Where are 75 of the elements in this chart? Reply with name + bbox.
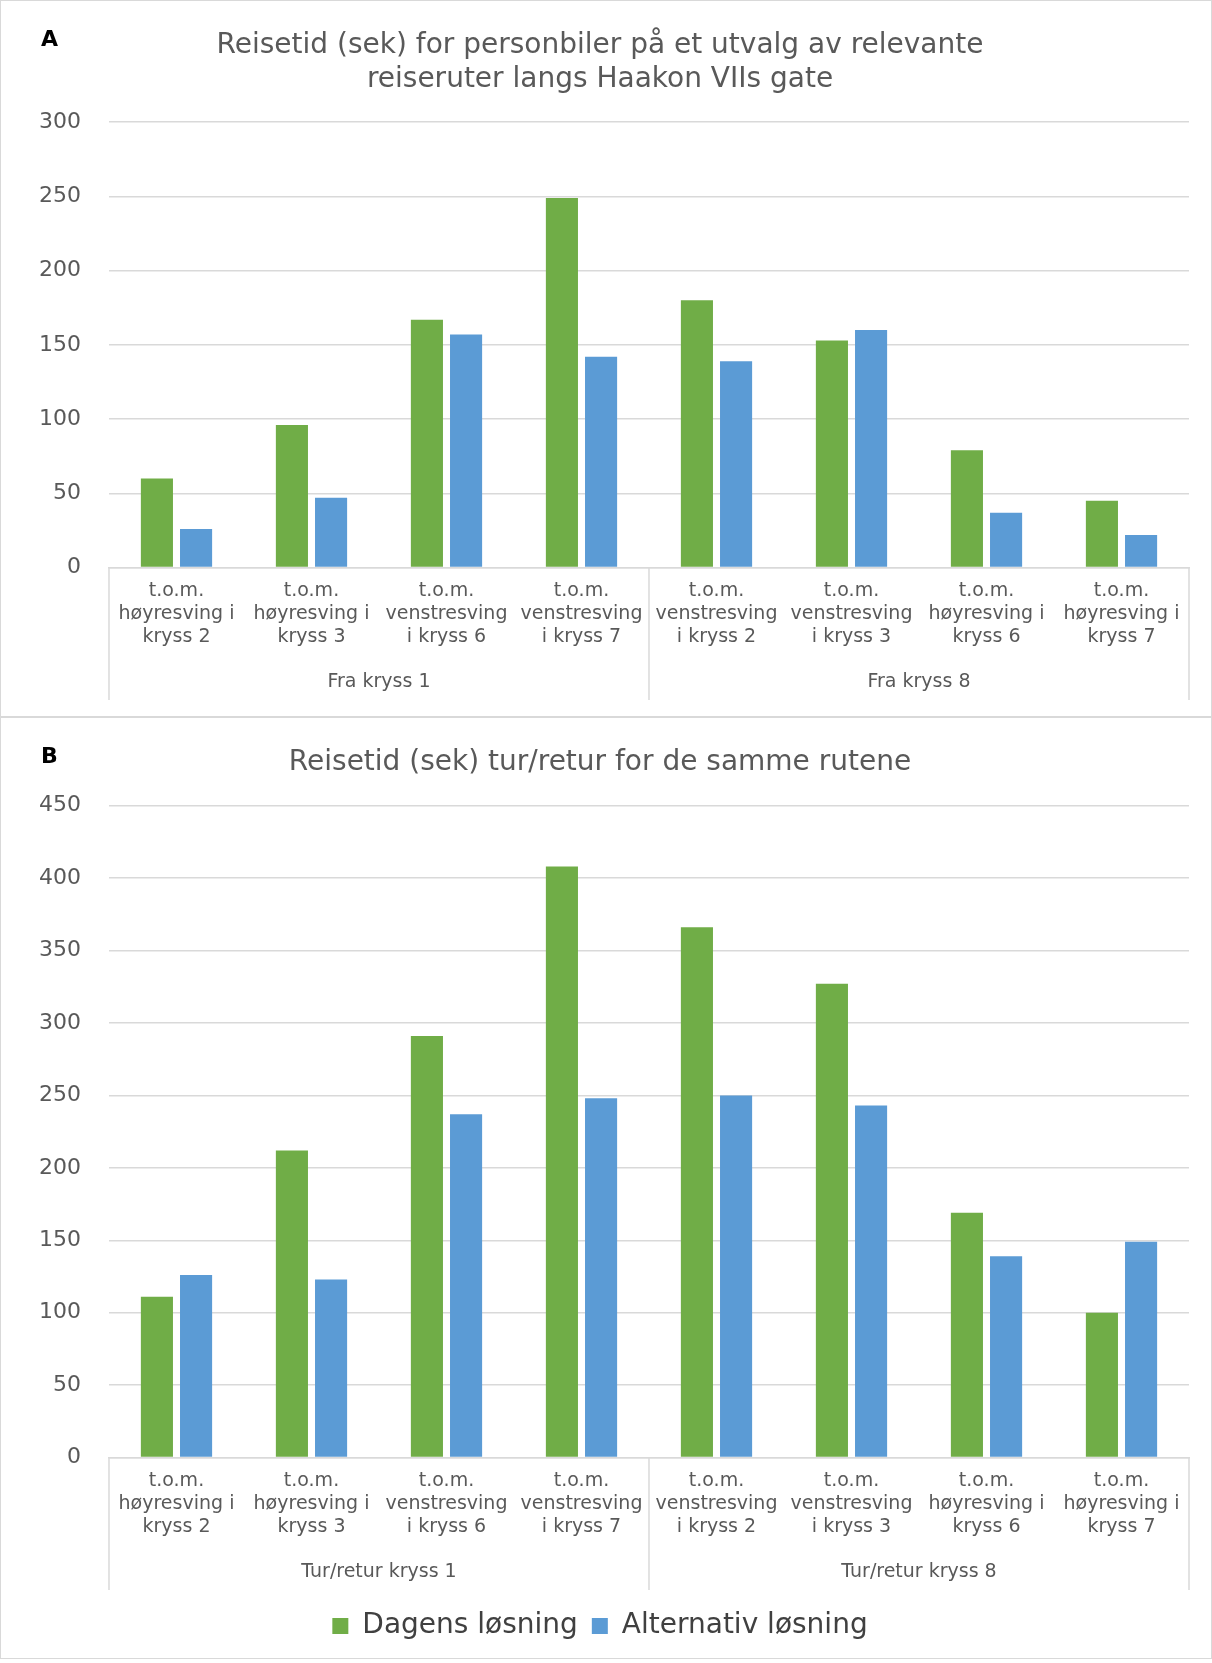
x-tick-label: t.o.m. venstresving i kryss 3	[790, 577, 913, 646]
x-tick-label: t.o.m. venstresving i kryss 7	[520, 1467, 643, 1536]
bar	[680, 300, 713, 567]
bar	[545, 197, 578, 567]
x-tick-label: t.o.m. høyresving i kryss 7	[1063, 577, 1180, 646]
bar	[450, 334, 483, 567]
bar	[990, 512, 1023, 567]
y-tick-label: 150	[38, 1225, 81, 1251]
text: Tur/retur kryss 1	[300, 1558, 457, 1581]
text: Fra kryss 8	[867, 668, 971, 691]
y-tick-label: 300	[38, 107, 81, 133]
text: A	[41, 25, 59, 51]
x-tick-label: t.o.m. venstresving i kryss 7	[520, 577, 643, 646]
y-tick-label: 200	[38, 256, 81, 282]
bar	[275, 1150, 308, 1457]
bar	[450, 1114, 483, 1457]
y-tick-label: 400	[38, 863, 81, 889]
bar	[180, 529, 213, 567]
bar	[140, 1296, 173, 1457]
bar	[410, 1035, 443, 1457]
bar	[585, 1098, 618, 1457]
bar	[315, 497, 348, 567]
bar	[815, 983, 848, 1457]
bar	[410, 319, 443, 567]
y-tick-label: 100	[38, 404, 81, 430]
bar	[720, 361, 753, 567]
y-tick-label: 250	[38, 182, 81, 208]
bar	[545, 866, 578, 1457]
bar	[990, 1256, 1023, 1457]
bar	[1125, 1241, 1158, 1457]
bar	[1085, 1312, 1118, 1457]
bar	[140, 478, 173, 567]
x-tick-label: t.o.m. høyresving i kryss 3	[253, 577, 370, 646]
bar	[585, 356, 618, 567]
x-tick-label: t.o.m. venstresving i kryss 6	[385, 577, 508, 646]
bar	[720, 1095, 753, 1457]
y-tick-label: 350	[38, 936, 81, 962]
x-tick-label: t.o.m. venstresving i kryss 2	[655, 577, 778, 646]
x-tick-label: t.o.m. høyresving i kryss 3	[253, 1467, 370, 1536]
bar	[950, 1212, 983, 1457]
text: Fra kryss 1	[327, 668, 431, 691]
bar	[180, 1275, 213, 1457]
y-tick-label: 250	[38, 1081, 81, 1107]
x-tick-label: t.o.m. høyresving i kryss 2	[118, 577, 235, 646]
legend-label: Alternativ løsning	[621, 1607, 868, 1641]
x-tick-label: t.o.m. venstresving i kryss 6	[385, 1467, 508, 1536]
y-tick-label: 450	[38, 791, 81, 817]
text: Tur/retur kryss 8	[840, 1558, 997, 1581]
bar	[855, 330, 888, 567]
x-tick-label: t.o.m. høyresving i kryss 6	[928, 1467, 1045, 1536]
bar	[1125, 534, 1158, 567]
y-tick-label: 50	[52, 479, 81, 505]
x-tick-label: t.o.m. høyresving i kryss 6	[928, 577, 1045, 646]
y-tick-label: 300	[38, 1008, 81, 1034]
x-tick-label: t.o.m. venstresving i kryss 3	[790, 1467, 913, 1536]
bar	[275, 425, 308, 567]
x-tick-label: t.o.m. høyresving i kryss 7	[1063, 1467, 1180, 1536]
bar	[680, 927, 713, 1457]
bar	[1085, 500, 1118, 567]
chart-title: Reisetid (sek) for personbiler på et utvalg av relevante reiseruter langs Haakon VIIs gate	[216, 27, 984, 94]
bar	[815, 340, 848, 567]
bar	[950, 450, 983, 567]
x-tick-label: t.o.m. venstresving i kryss 2	[655, 1467, 778, 1536]
y-tick-label: 0	[66, 553, 81, 579]
y-tick-label: 150	[38, 330, 81, 356]
legend-label: Dagens løsning	[362, 1607, 578, 1641]
y-tick-label: 0	[66, 1443, 81, 1469]
y-tick-label: 100	[38, 1298, 81, 1324]
bar	[855, 1105, 888, 1457]
y-tick-label: 200	[38, 1153, 81, 1179]
text: B	[41, 742, 58, 768]
bar	[315, 1279, 348, 1457]
x-tick-label: t.o.m. høyresving i kryss 2	[118, 1467, 235, 1536]
chart-title: Reisetid (sek) tur/retur for de samme rutene	[288, 744, 912, 778]
y-tick-label: 50	[52, 1370, 81, 1396]
